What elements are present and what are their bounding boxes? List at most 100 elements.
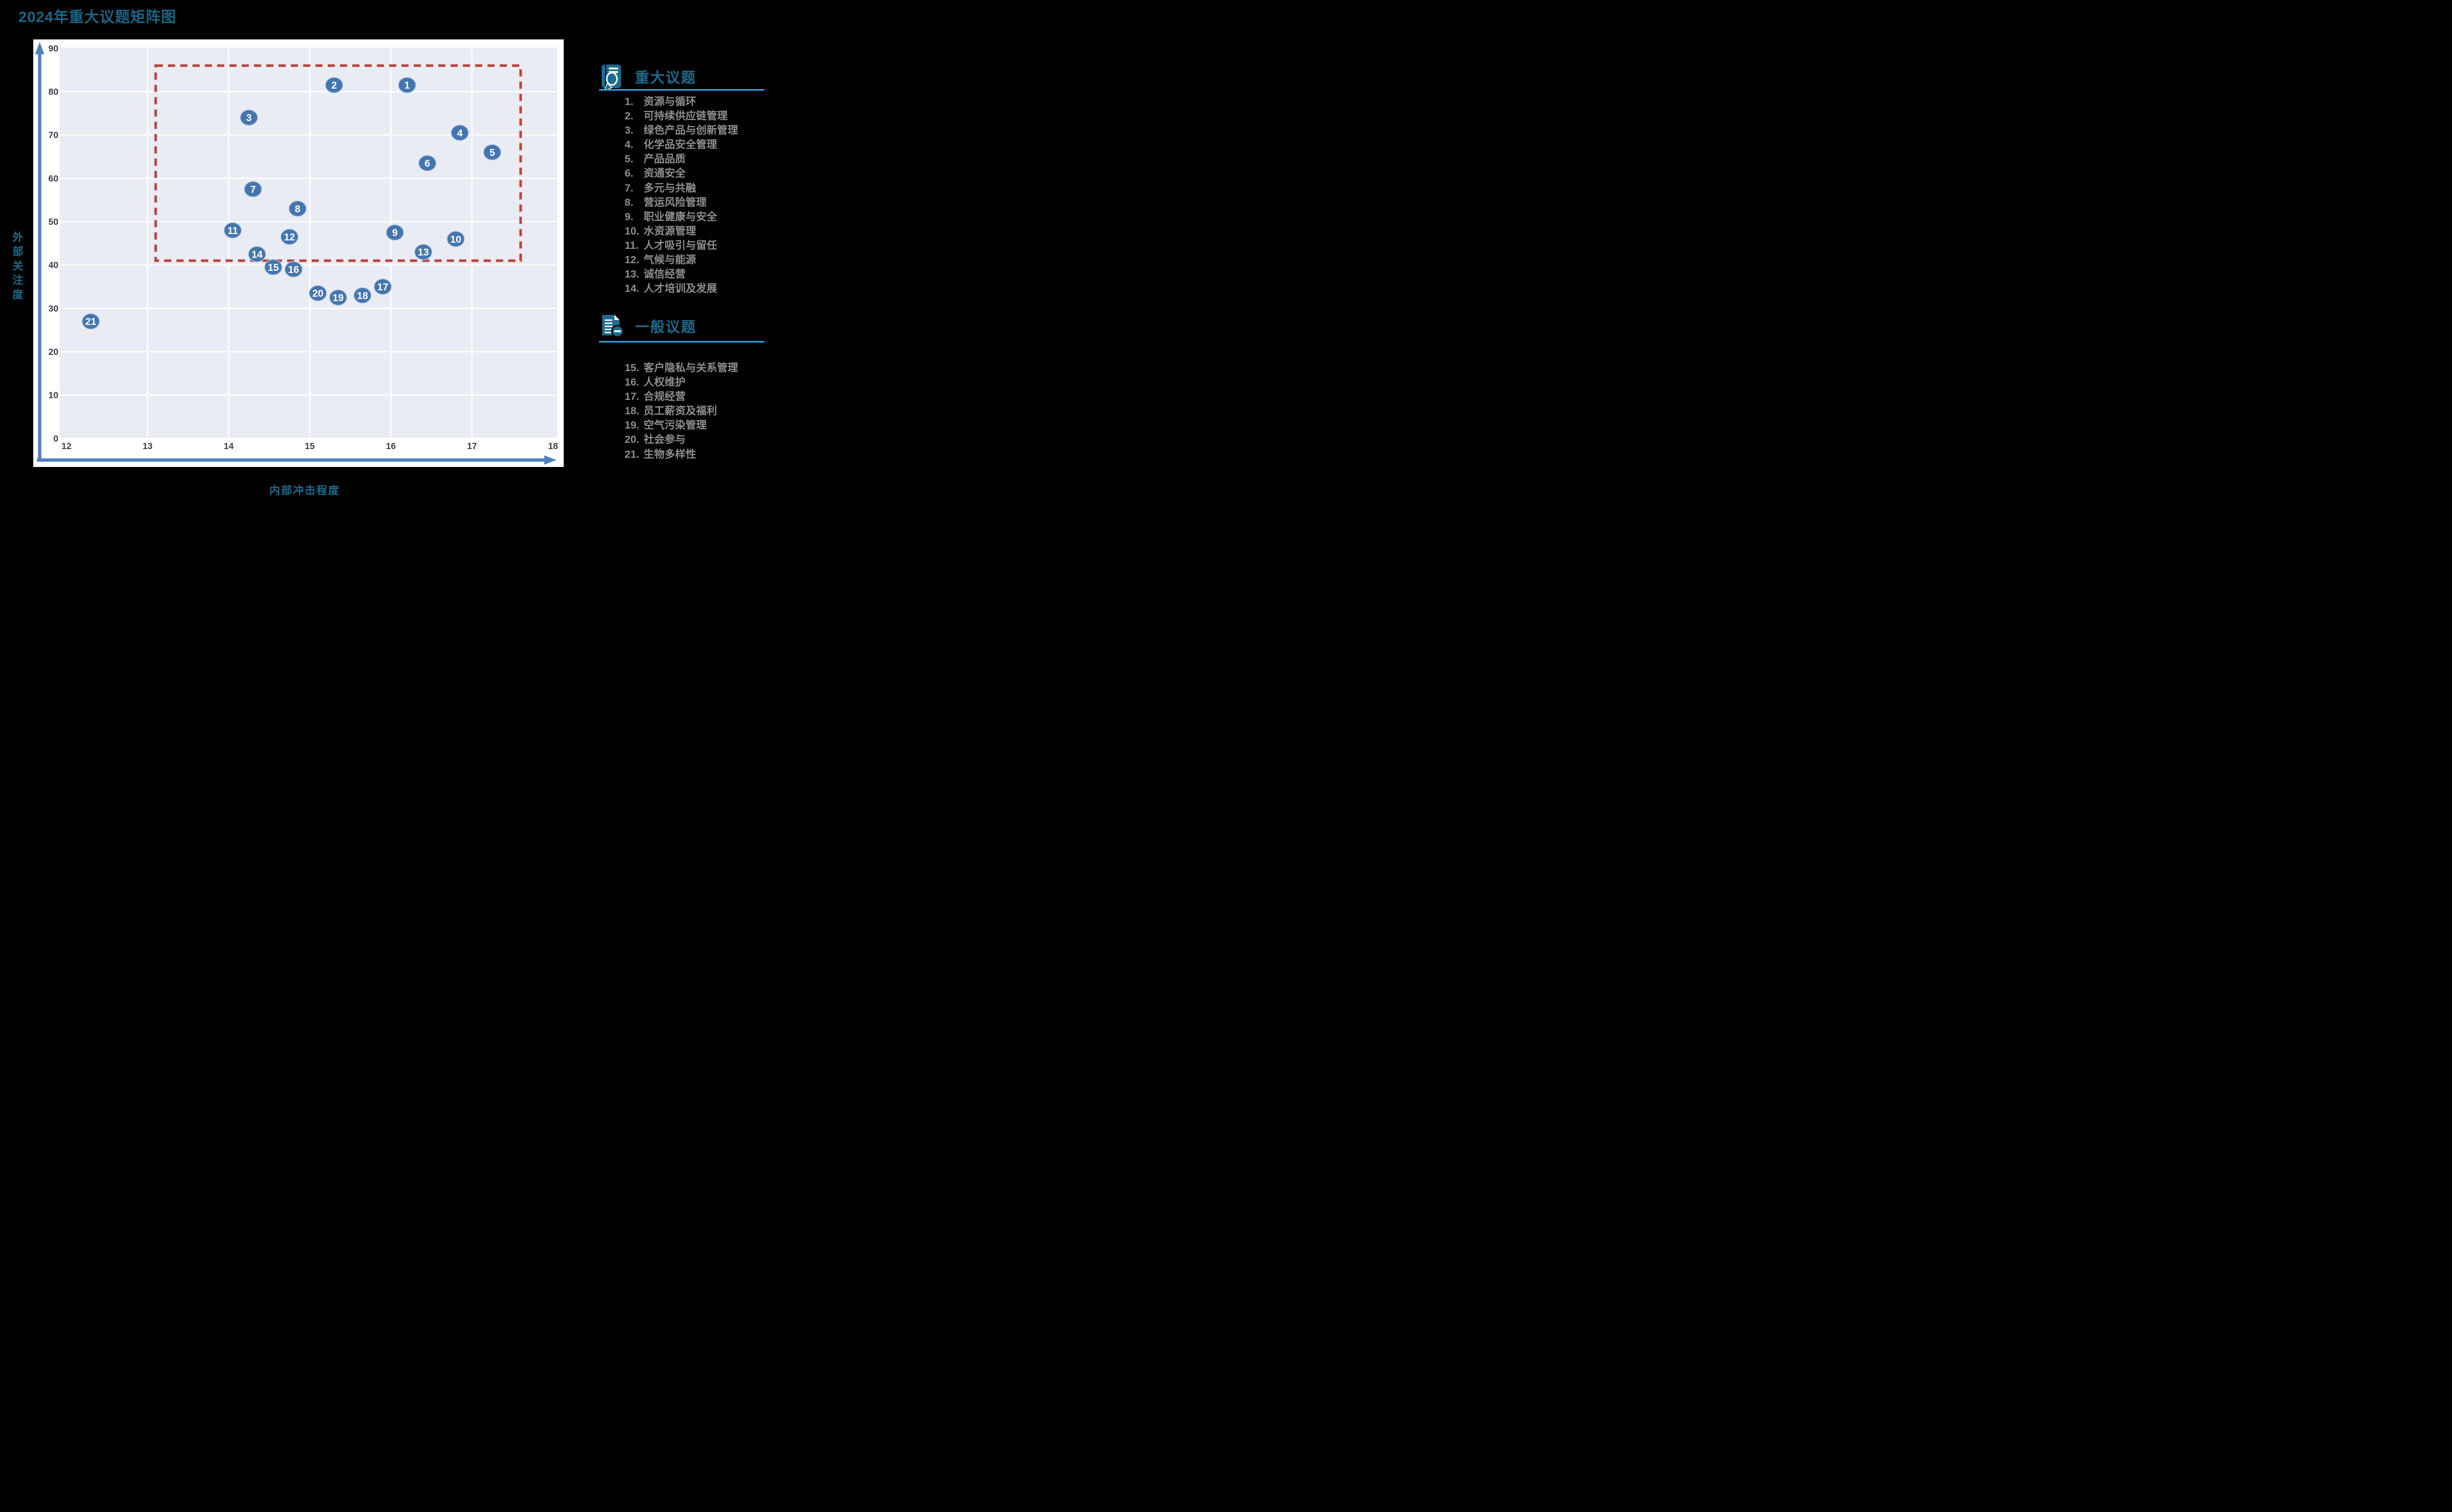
issue-marker: 11	[223, 222, 242, 239]
y-tick-label: 90	[49, 43, 59, 53]
issue-marker: 5	[483, 144, 502, 161]
issue-marker: 6	[418, 155, 437, 172]
svg-text:12: 12	[284, 232, 295, 243]
legend-item: 6. 资通安全	[625, 167, 686, 180]
svg-text:21: 21	[85, 316, 96, 328]
page: 2024年重大议题矩阵图 12 13 14 15 16 17 18 0 10 20 30 40 50 60…	[0, 0, 819, 505]
legend-general-underline	[599, 341, 764, 343]
issue-marker: 21	[81, 313, 100, 330]
legend-item: 2. 可持续供应链管理	[625, 110, 728, 122]
y-tick-label: 50	[49, 217, 59, 227]
materiality-matrix-chart: 12 13 14 15 16 17 1801020304050607080901234567…	[35, 42, 559, 465]
legend-item: 21. 生物多样性	[625, 448, 696, 460]
issue-marker: 10	[446, 230, 465, 247]
general-issues-document-minus-icon	[602, 315, 624, 338]
legend-item: 14. 人才培训及发展	[625, 283, 717, 295]
issue-marker: 12	[280, 228, 299, 245]
axes	[35, 42, 557, 465]
page-title: 2024年重大议题矩阵图	[18, 9, 177, 26]
x-tick-label: 16	[386, 441, 396, 451]
gridlines	[59, 48, 558, 438]
legend-item: 12. 气候与能源	[625, 254, 696, 266]
legend-general-list: 15. 客户隐私与关系管理 16. 人权维护 17. 合规经营 18. 员工薪资及福利 19. 空…	[625, 361, 738, 462]
issue-marker: 19	[329, 289, 348, 306]
issue-marker: 3	[240, 109, 258, 126]
legend-major-list: 1. 资源与循环 2. 可持续供应链管理 3. 绿色产品与创新管理 4. 化学品安全管理 5. 产…	[625, 95, 738, 296]
issue-marker: 8	[288, 200, 307, 217]
x-tick-label: 14	[224, 441, 234, 451]
legend-item: 11. 人才吸引与留任	[625, 239, 717, 251]
y-tick-label: 20	[49, 347, 59, 357]
legend-item: 17. 合规经营	[625, 391, 686, 403]
legend-item: 1. 资源与循环	[625, 96, 696, 108]
svg-text:8: 8	[295, 204, 301, 215]
x-tick-label: 17	[467, 441, 477, 451]
legend-item: 19. 空气污染管理	[625, 419, 707, 432]
svg-text:7: 7	[250, 184, 256, 195]
issue-marker: 2	[325, 77, 344, 94]
svg-text:9: 9	[392, 227, 398, 239]
y-tick-label: 40	[49, 260, 59, 270]
legend-item: 13. 诚信经营	[625, 268, 686, 281]
svg-text:20: 20	[312, 288, 324, 300]
issue-marker: 16	[284, 261, 303, 278]
x-axis-title: 内部冲击程度	[269, 485, 340, 497]
legend-item: 8. 营运风险管理	[625, 196, 707, 208]
y-tick-label: 70	[49, 130, 59, 140]
issue-marker: 18	[353, 287, 372, 304]
y-tick-label: 60	[49, 173, 59, 183]
y-tick-label: 30	[49, 303, 59, 313]
y-axis-title: 外部关注度	[11, 231, 23, 303]
svg-text:10: 10	[450, 234, 461, 245]
svg-text:2: 2	[331, 80, 337, 91]
x-tick-label: 13	[142, 441, 153, 451]
issue-marker: 20	[309, 285, 327, 302]
issue-marker: 14	[248, 246, 266, 263]
legend-item: 4. 化学品安全管理	[625, 139, 717, 151]
legend-item: 10. 水资源管理	[625, 225, 696, 237]
legend-item: 15. 客户隐私与关系管理	[625, 362, 738, 374]
legend-item: 7. 多元与共融	[625, 182, 696, 194]
svg-text:11: 11	[227, 225, 238, 237]
legend-item: 9. 职业健康与安全	[625, 210, 717, 223]
chart-panel: 12 13 14 15 16 17 18 0 10 20 30 40 50 60 70 80 90 1 2 3 4 5 6 7…	[33, 39, 564, 467]
legend-item: 18. 员工薪资及福利	[625, 405, 717, 417]
issue-marker: 9	[386, 224, 404, 241]
x-tick-label: 12	[61, 441, 72, 451]
issue-marker: 17	[373, 279, 392, 295]
svg-text:15: 15	[268, 262, 279, 273]
svg-text:13: 13	[418, 247, 429, 258]
legend-item: 20. 社会参与	[625, 434, 686, 446]
legend-major-underline	[599, 89, 764, 91]
svg-text:17: 17	[377, 282, 389, 293]
svg-text:16: 16	[288, 264, 299, 275]
svg-text:18: 18	[357, 290, 368, 302]
svg-text:1: 1	[404, 80, 410, 91]
svg-text:5: 5	[489, 147, 495, 158]
issue-marker: 7	[244, 181, 262, 198]
issue-marker: 4	[451, 124, 469, 141]
svg-text:19: 19	[333, 292, 344, 304]
svg-text:6: 6	[424, 158, 430, 169]
x-tick-label: 15	[305, 441, 315, 451]
legend-major-title: 重大议题	[635, 70, 697, 86]
issue-marker: 15	[264, 259, 283, 275]
y-tick-label: 10	[49, 390, 59, 400]
svg-text:3: 3	[246, 113, 252, 124]
issue-marker: 1	[398, 77, 416, 94]
major-issues-report-magnifier-icon	[602, 65, 621, 90]
material-issues-highlight-box	[154, 64, 522, 262]
y-tick-label: 0	[53, 433, 58, 443]
issue-marker: 13	[414, 244, 433, 261]
legend-item: 3. 绿色产品与创新管理	[625, 124, 738, 137]
legend-general-header: 一般议题	[599, 314, 696, 338]
y-tick-label: 80	[49, 87, 59, 97]
x-tick-label: 18	[548, 441, 558, 451]
legend-item: 5. 产品品质	[625, 153, 686, 165]
svg-text:14: 14	[251, 249, 263, 260]
legend-item: 16. 人权维护	[625, 376, 686, 389]
legend-major-header: 重大议题	[599, 64, 696, 90]
x-axis-arrowhead-icon	[544, 455, 557, 465]
